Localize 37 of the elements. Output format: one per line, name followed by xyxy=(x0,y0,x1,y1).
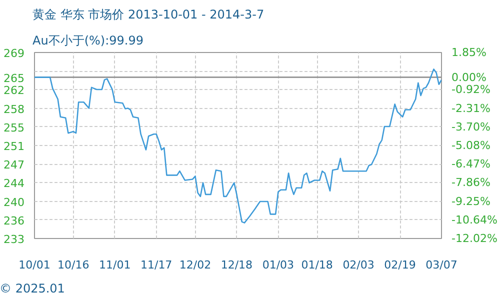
x-tick-label: 02/19 xyxy=(384,258,416,272)
x-tick-label: 02/03 xyxy=(342,258,374,272)
x-tick-label: 12/18 xyxy=(220,258,253,272)
y2-tick-label: -10.64% xyxy=(452,213,498,226)
x-tick-label: 10/01 xyxy=(18,258,50,272)
chart-title: 黄金 华东 市场价 2013-10-01 - 2014-3-7 xyxy=(32,8,264,22)
y-tick-label: 265 xyxy=(4,72,25,85)
y-tick-label: 269 xyxy=(4,47,25,60)
y2-tick-label: -3.70% xyxy=(452,120,490,134)
x-tick-label: 01/03 xyxy=(262,258,294,272)
x-tick-label: 01/18 xyxy=(301,258,333,272)
y2-tick-label: 0.00% xyxy=(452,70,486,84)
y2-tick-label: -12.02% xyxy=(452,232,498,245)
x-tick-label: 12/02 xyxy=(179,258,212,272)
line-series xyxy=(34,68,442,224)
y-tick-label: 262 xyxy=(4,84,25,98)
y-tick-label: 255 xyxy=(4,121,25,134)
y-tick-label: 251 xyxy=(4,140,25,153)
y2-tick-label: -6.47% xyxy=(452,158,490,171)
x-tick-label: 03/07 xyxy=(426,258,458,272)
x-tick-label: 10/16 xyxy=(58,258,90,272)
y2-tick-label: 1.85% xyxy=(452,46,486,59)
y2-tick-label: -0.92% xyxy=(452,83,490,96)
y-tick-label: 258 xyxy=(4,102,25,116)
y2-tick-label: -9.25% xyxy=(452,194,490,208)
chart-subtitle: Au不小于(%):99.99 xyxy=(32,34,144,48)
y-tick-label: 233 xyxy=(4,233,25,246)
text: © 2025.01 xyxy=(0,282,65,296)
x-tick-label: 11/17 xyxy=(140,258,172,272)
y2-tick-label: -5.08% xyxy=(452,138,490,152)
y-tick-label: 247 xyxy=(4,158,25,172)
x-tick-label: 11/01 xyxy=(99,258,131,272)
y2-tick-label: -2.31% xyxy=(452,102,490,115)
y-tick-label: 240 xyxy=(4,196,25,209)
y-tick-label: 244 xyxy=(4,177,25,190)
y2-tick-label: -7.86% xyxy=(452,176,490,190)
y-tick-label: 236 xyxy=(4,214,25,228)
